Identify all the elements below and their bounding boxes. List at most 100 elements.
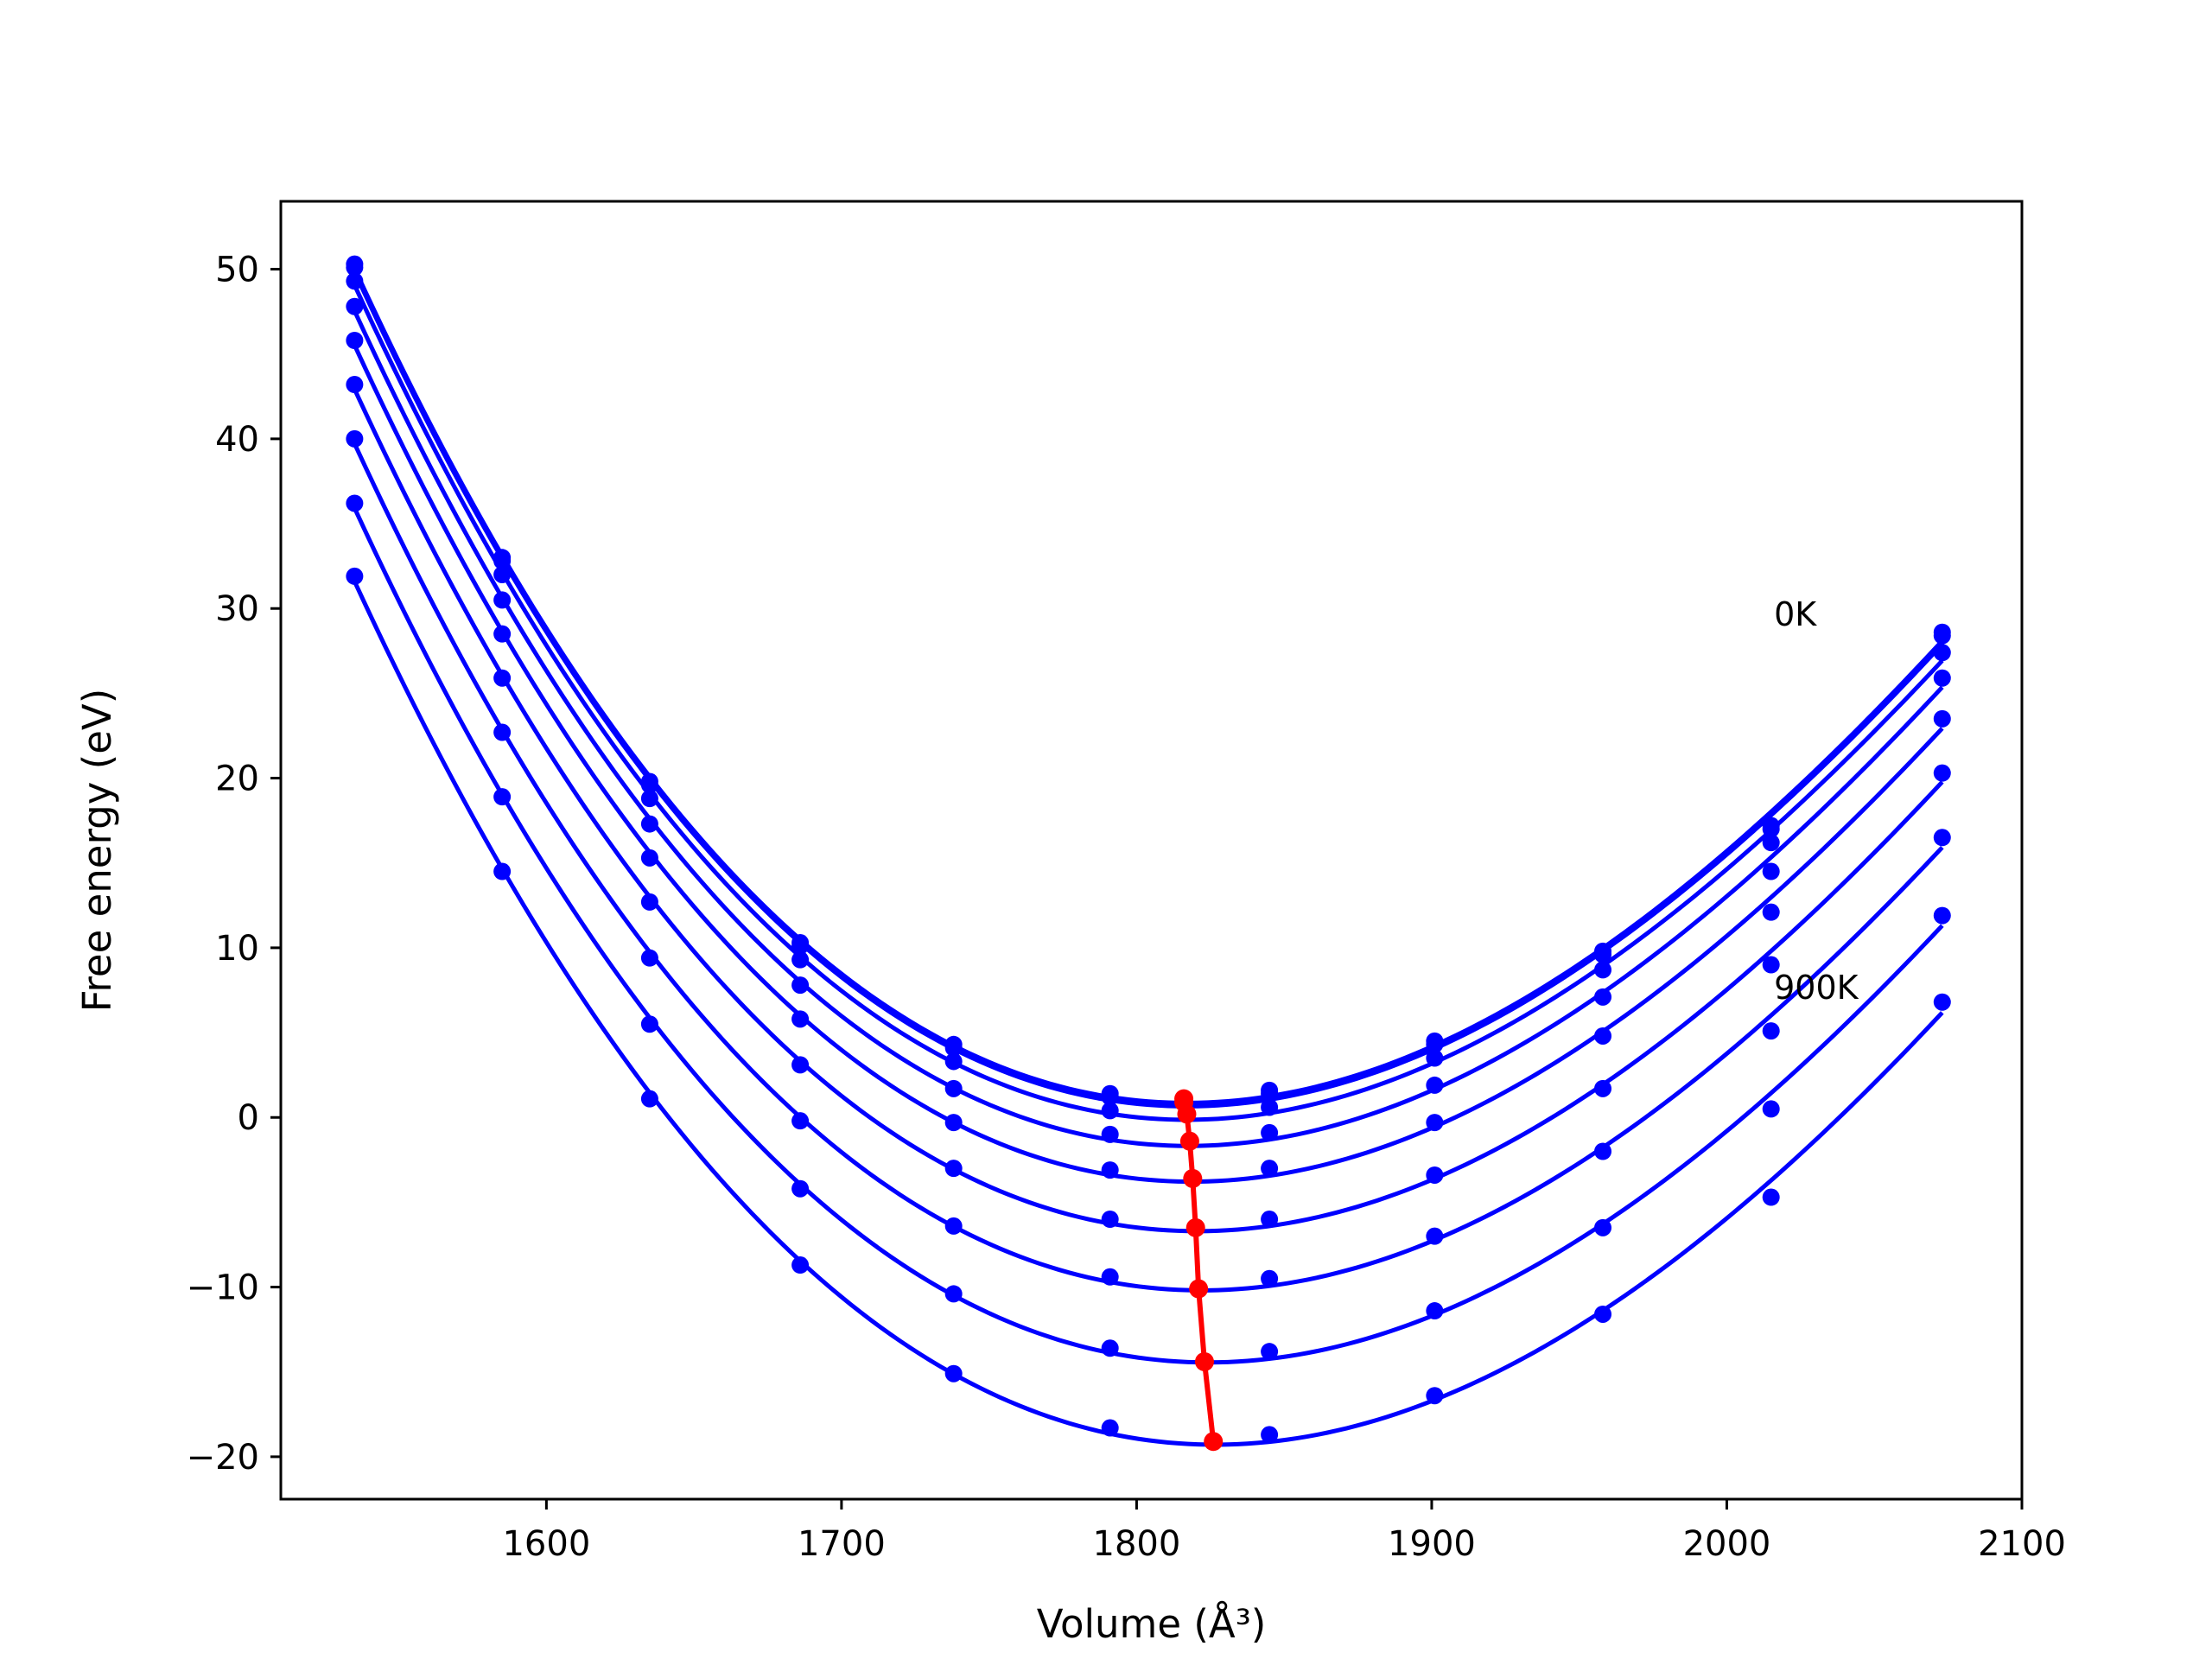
data-point-8-10	[1933, 993, 1951, 1011]
data-point-3-6	[1261, 1123, 1279, 1141]
data-point-5-5	[1101, 1211, 1119, 1229]
x-tick-label-1700: 1700	[798, 1524, 886, 1564]
data-point-6-9	[1762, 1022, 1780, 1040]
y-axis-label: Free energy (eV)	[74, 689, 120, 1012]
plot-frame	[279, 200, 2024, 1501]
data-point-4-1	[493, 625, 512, 643]
fit-curve-1	[353, 270, 1944, 1109]
data-point-1-9	[1762, 820, 1780, 838]
fit-curve-5	[353, 388, 1944, 1234]
y-tick-label-20: 20	[215, 760, 259, 799]
data-point-7-6	[1261, 1343, 1279, 1361]
y-tick-label-10: 10	[215, 929, 259, 969]
data-point-8-7	[1426, 1387, 1444, 1405]
data-point-2-8	[1594, 961, 1612, 979]
data-point-8-3	[791, 1256, 810, 1274]
data-point-7-5	[1101, 1339, 1119, 1357]
data-point-5-7	[1426, 1166, 1444, 1184]
annotation-0: 0K	[1774, 595, 1817, 633]
data-point-6-8	[1594, 1142, 1612, 1160]
data-point-7-3	[791, 1179, 810, 1198]
data-point-8-1	[493, 862, 512, 880]
data-point-2-0	[346, 272, 364, 290]
data-point-3-4	[944, 1079, 963, 1097]
annotation-layer: 0K 900K	[1774, 595, 1859, 1007]
minimum-point-3	[1179, 1131, 1199, 1151]
x-tick-label-1800: 1800	[1093, 1524, 1181, 1564]
data-point-4-6	[1261, 1160, 1279, 1178]
data-point-3-8	[1594, 988, 1612, 1006]
data-point-8-8	[1594, 1305, 1612, 1323]
data-point-3-5	[1101, 1125, 1119, 1143]
data-point-7-9	[1762, 1100, 1780, 1118]
data-point-6-2	[640, 949, 658, 967]
data-point-6-7	[1426, 1227, 1444, 1245]
x-tick-label-1600: 1600	[502, 1524, 590, 1564]
y-tick-label-40: 40	[215, 420, 259, 460]
fit-curve-2	[353, 283, 1944, 1122]
data-point-7-2	[640, 1015, 658, 1033]
data-point-1-8	[1594, 945, 1612, 963]
data-point-7-4	[944, 1285, 963, 1303]
data-point-5-9	[1762, 956, 1780, 974]
fit-curve-7	[353, 507, 1944, 1365]
y-tick-label-30: 30	[215, 589, 259, 629]
data-point-3-0	[346, 297, 364, 315]
data-point-4-5	[1101, 1161, 1119, 1179]
data-point-6-0	[346, 429, 364, 448]
minimum-point-7	[1194, 1351, 1214, 1371]
data-point-2-3	[791, 950, 810, 969]
ticks-layer: 1600 1700 1800 1900 2000 2100 −20 −10 0 10 20 30 40 5…	[187, 251, 2066, 1564]
data-point-6-10	[1933, 829, 1951, 847]
data-point-2-2	[640, 790, 658, 808]
data-point-5-6	[1261, 1211, 1279, 1229]
y-tick-label-0: 0	[238, 1098, 259, 1138]
data-point-1-7	[1426, 1035, 1444, 1053]
data-point-4-0	[346, 332, 364, 349]
data-point-7-0	[346, 494, 364, 512]
data-point-6-1	[493, 723, 512, 741]
data-point-5-8	[1594, 1079, 1612, 1097]
data-point-5-4	[944, 1160, 963, 1178]
data-point-3-10	[1933, 669, 1951, 687]
data-point-8-6	[1261, 1426, 1279, 1444]
data-point-1-5	[1101, 1088, 1119, 1106]
data-point-4-4	[944, 1114, 963, 1132]
data-point-6-6	[1261, 1269, 1279, 1287]
minimum-point-4	[1183, 1168, 1203, 1188]
data-point-2-7	[1426, 1049, 1444, 1067]
data-point-4-10	[1933, 709, 1951, 728]
data-point-4-7	[1426, 1114, 1444, 1132]
data-point-7-7	[1426, 1302, 1444, 1320]
data-point-8-4	[944, 1364, 963, 1382]
x-axis-label: Volume (Å³)	[1037, 1601, 1267, 1647]
data-point-7-1	[493, 788, 512, 806]
data-point-4-9	[1762, 903, 1780, 921]
curves-layer	[353, 267, 1944, 1447]
data-point-1-10	[1933, 626, 1951, 645]
data-point-1-0	[346, 258, 364, 276]
data-point-2-10	[1933, 644, 1951, 662]
minimum-point-6	[1189, 1279, 1209, 1299]
data-point-5-3	[791, 1056, 810, 1074]
data-point-1-4	[944, 1039, 963, 1057]
y-tick-label--20: −20	[187, 1438, 259, 1478]
data-point-8-9	[1762, 1188, 1780, 1206]
fit-curve-3	[353, 309, 1944, 1148]
data-point-7-10	[1933, 906, 1951, 925]
data-point-1-3	[791, 937, 810, 955]
data-point-5-0	[346, 376, 364, 394]
data-point-1-6	[1261, 1084, 1279, 1103]
data-point-8-0	[346, 567, 364, 585]
data-point-4-3	[791, 1010, 810, 1028]
data-point-4-2	[640, 849, 658, 867]
data-point-5-2	[640, 893, 658, 911]
x-tick-label-2000: 2000	[1683, 1524, 1771, 1564]
data-point-6-3	[791, 1112, 810, 1130]
minimum-point-2	[1177, 1104, 1197, 1124]
minimum-point-8	[1204, 1432, 1224, 1452]
data-point-7-8	[1594, 1218, 1612, 1236]
